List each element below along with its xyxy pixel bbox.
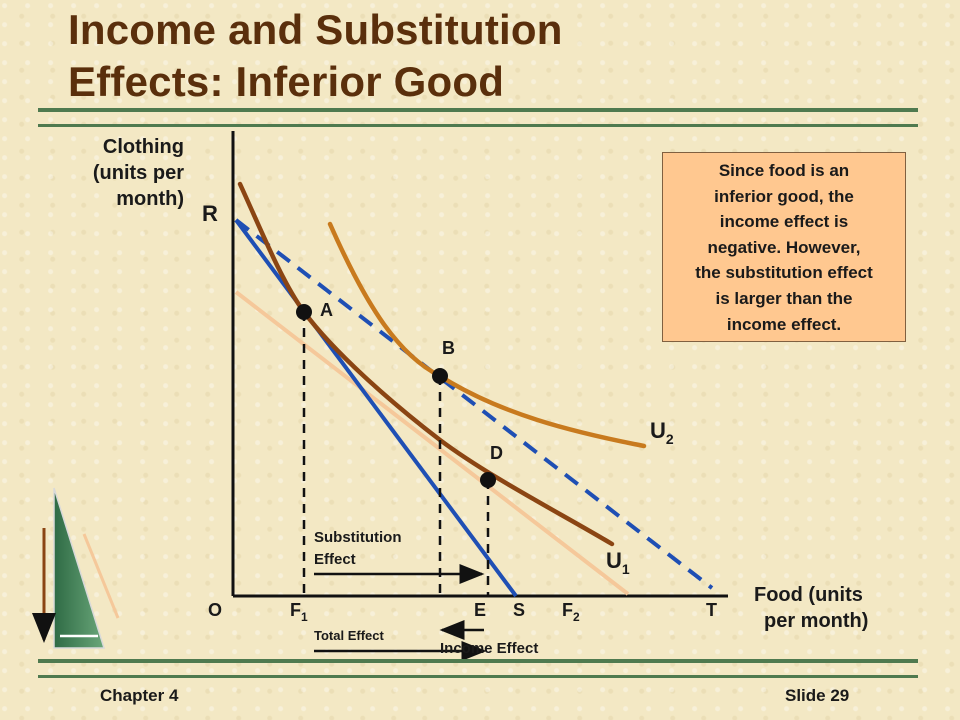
label-r: R [202, 201, 218, 226]
y-axis-label-line-2: (units per [92, 162, 184, 184]
label-f2-main: F [562, 600, 573, 620]
footer-rule-bottom [38, 675, 918, 678]
budget-line-rt [234, 218, 714, 590]
indifference-curve-u1 [237, 181, 615, 547]
label-a: A [320, 300, 333, 320]
callout-line-3: income effect is [719, 212, 849, 232]
decor-faint-line [82, 533, 120, 619]
label-f1-main: F [290, 600, 301, 620]
title-rule-top [38, 108, 918, 112]
label-s: S [513, 600, 525, 620]
title-rule-bottom [38, 124, 918, 127]
footer-chapter: Chapter 4 [100, 686, 179, 705]
budget-line-rs [234, 218, 518, 598]
label-u2-sub: 2 [666, 431, 674, 447]
slide-title-line-1: Income and Substitution [68, 6, 563, 53]
callout-line-1: Since food is an [718, 161, 850, 180]
callout-line-5: the substitution effect [695, 263, 873, 283]
explanation-callout: Since food is an inferior good, the inco… [662, 152, 906, 342]
substitution-effect-label-line-1: Substitution [314, 529, 401, 546]
point-a [296, 304, 312, 320]
decor-triangle-icon [53, 487, 106, 649]
label-u1-main: U [606, 548, 622, 573]
label-u2: U2 [650, 418, 674, 447]
footer-rule-top [38, 659, 918, 663]
x-axis-label-line-2: per month) [764, 610, 869, 632]
point-b [432, 368, 448, 384]
slide-title: Income and Substitution Effects: Inferio… [68, 4, 563, 108]
x-axis-label-line-1: Food (units [754, 584, 863, 606]
label-f2: F2 [562, 600, 580, 624]
label-origin: O [208, 600, 222, 620]
label-u1: U1 [606, 548, 630, 577]
substitution-effect-label-line-2: Effect [314, 551, 356, 568]
label-d: D [490, 443, 503, 463]
y-axis-label-line-1: Clothing [102, 136, 184, 158]
total-effect-label: Total Effect [314, 628, 384, 643]
y-axis-label: Clothing (units per month) [93, 134, 184, 212]
label-u1-sub: 1 [622, 561, 630, 577]
callout-line-6: is larger than the [715, 288, 853, 308]
callout-line-2: inferior good, the [714, 186, 854, 206]
parallel-budget-line [234, 290, 630, 596]
label-u2-main: U [650, 418, 666, 443]
label-e: E [474, 600, 486, 620]
footer-slide-number: Slide 29 [785, 686, 850, 705]
income-effect-label: Income Effect [440, 640, 538, 657]
label-f2-sub: 2 [573, 610, 580, 624]
label-t: T [706, 600, 717, 620]
x-axis-label: Food (units per month) [754, 582, 868, 634]
label-f1: F1 [290, 600, 308, 624]
label-b: B [442, 338, 455, 358]
label-f1-sub: 1 [301, 610, 308, 624]
callout-line-7: income effect. [726, 314, 842, 334]
point-d [480, 472, 496, 488]
y-axis-label-line-3: month) [116, 188, 184, 210]
callout-line-4: negative. However, [707, 237, 861, 257]
slide-title-line-2: Effects: Inferior Good [68, 58, 505, 105]
